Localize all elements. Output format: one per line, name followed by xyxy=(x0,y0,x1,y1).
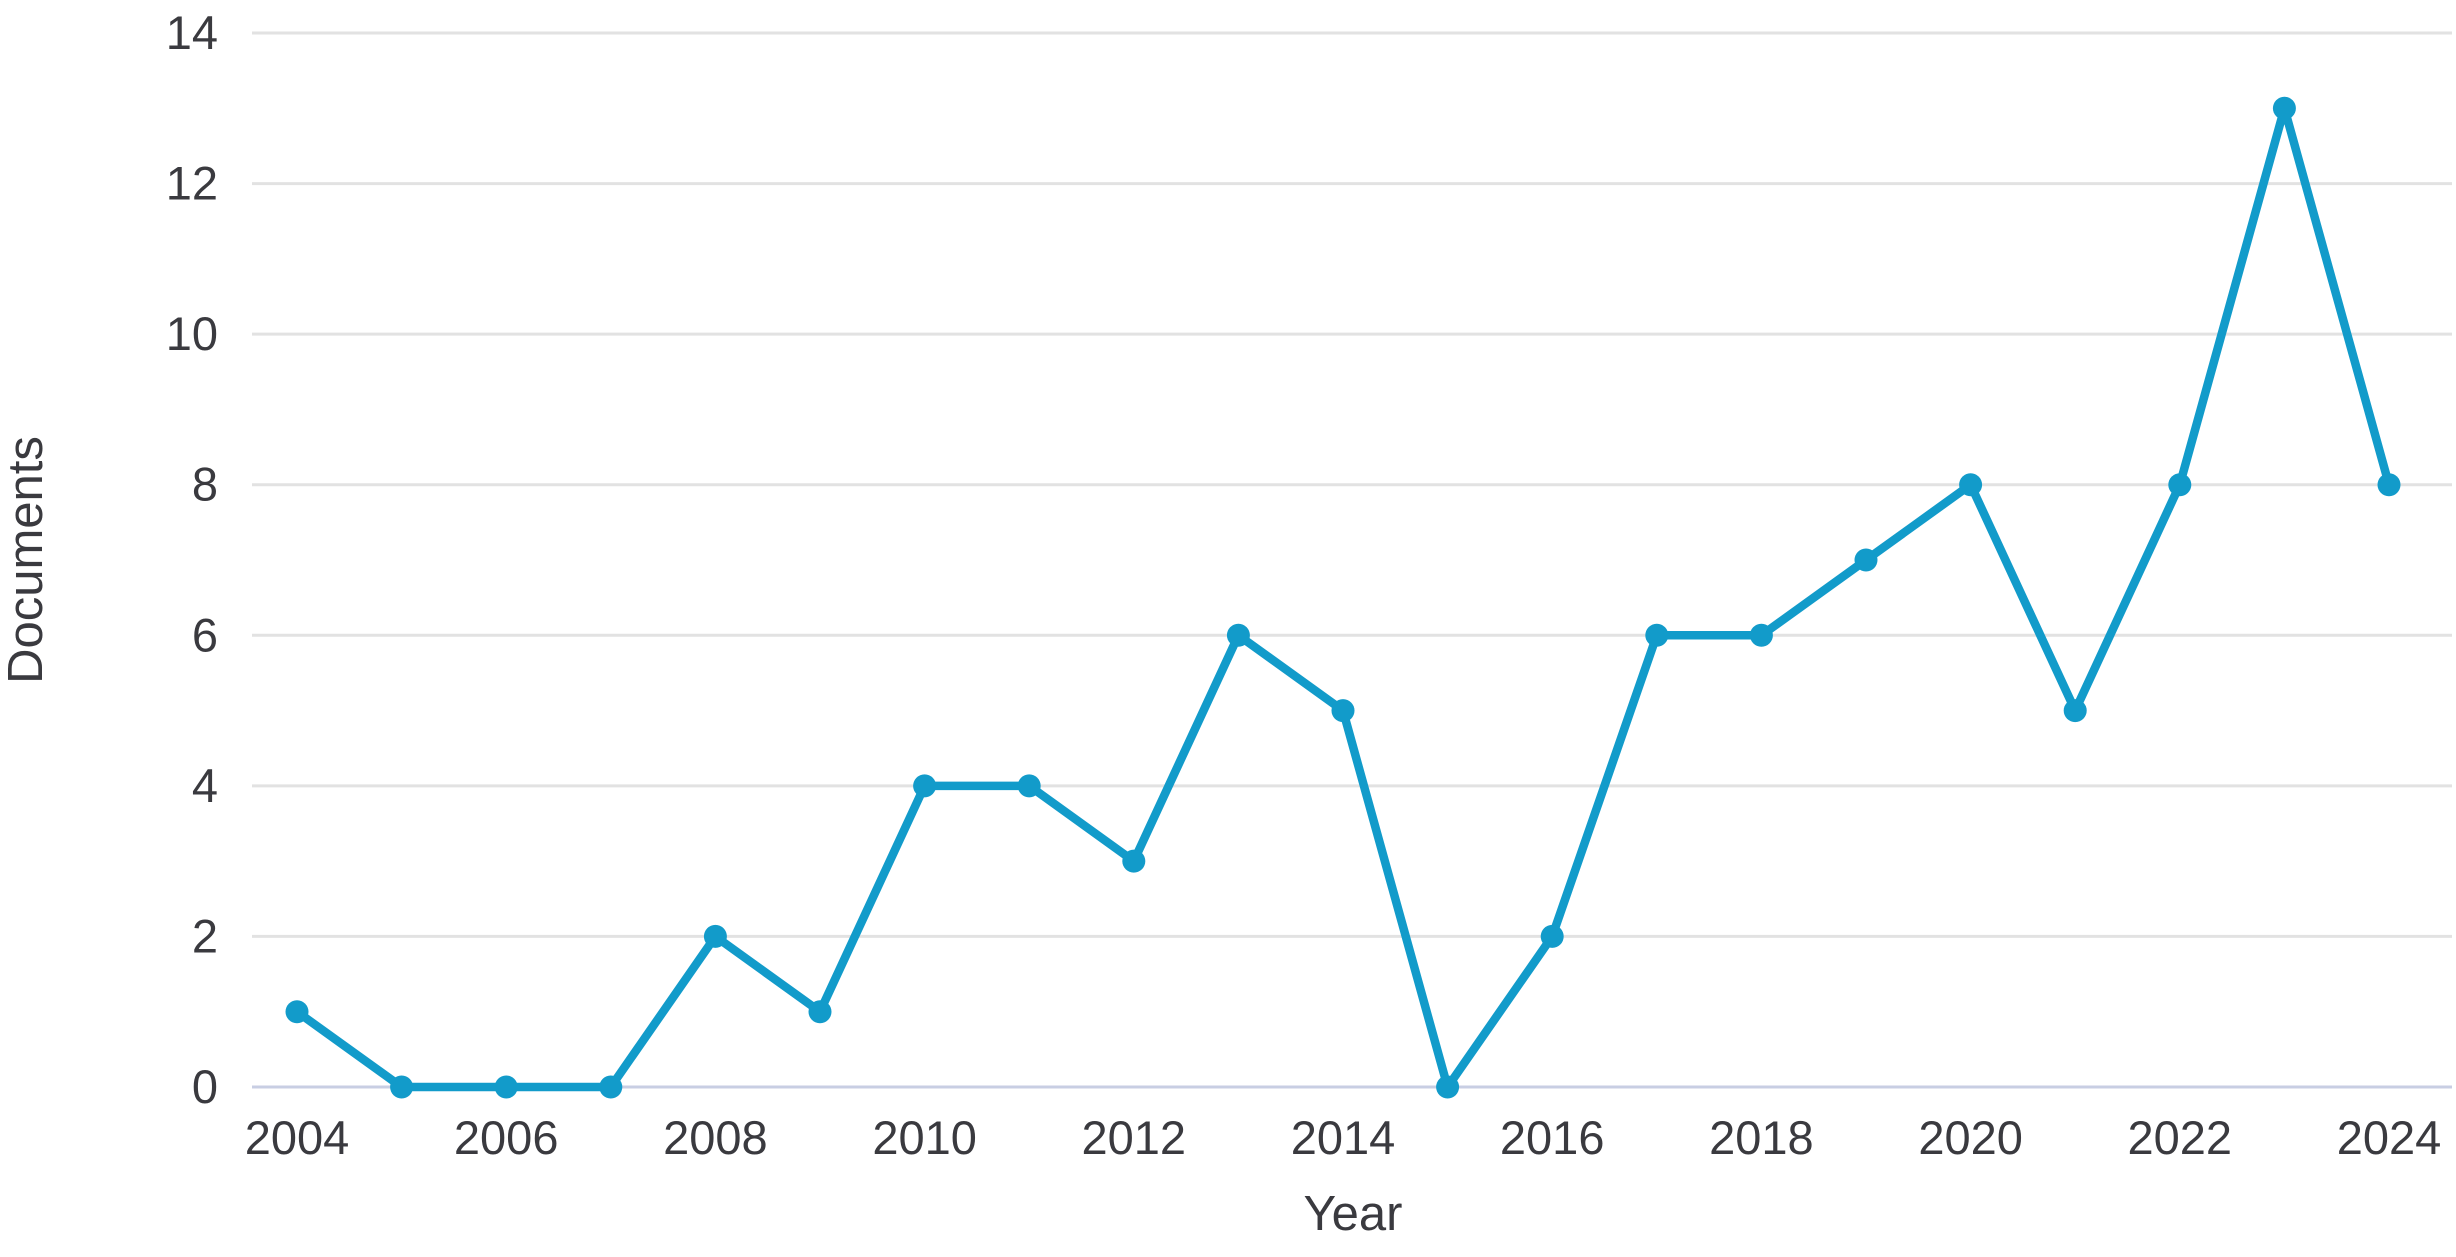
x-tick-label-2022: 2022 xyxy=(2128,1111,2233,1164)
gridlines xyxy=(252,31,2452,1089)
y-tick-label-6: 6 xyxy=(192,608,218,661)
data-point-2019[interactable] xyxy=(1854,548,1878,572)
data-point-2017[interactable] xyxy=(1645,623,1669,647)
data-point-2021[interactable] xyxy=(2063,699,2087,723)
x-tick-label-2016: 2016 xyxy=(1500,1111,1605,1164)
y-tick-label-12: 12 xyxy=(166,157,218,210)
x-tick-label-2020: 2020 xyxy=(1918,1111,2023,1164)
y-tick-label-8: 8 xyxy=(192,458,218,511)
data-point-2016[interactable] xyxy=(1540,924,1564,948)
data-point-markers xyxy=(285,96,2401,1099)
x-tick-label-2018: 2018 xyxy=(1709,1111,1814,1164)
data-point-2013[interactable] xyxy=(1226,623,1250,647)
data-point-2014[interactable] xyxy=(1331,699,1355,723)
x-tick-label-2024: 2024 xyxy=(2337,1111,2442,1164)
data-point-2006[interactable] xyxy=(494,1075,518,1099)
x-tick-label-2012: 2012 xyxy=(1082,1111,1187,1164)
data-point-2007[interactable] xyxy=(599,1075,623,1099)
x-tick-label-2008: 2008 xyxy=(663,1111,768,1164)
data-point-2011[interactable] xyxy=(1017,774,1041,798)
data-point-2015[interactable] xyxy=(1436,1075,1460,1099)
x-axis-title: Year xyxy=(1303,1187,1402,1241)
x-tick-label-2014: 2014 xyxy=(1291,1111,1396,1164)
data-point-2012[interactable] xyxy=(1122,849,1146,873)
y-tick-label-0: 0 xyxy=(192,1060,218,1113)
y-axis-tick-labels: 0 2 4 6 8 10 12 14 xyxy=(166,6,218,1113)
trend-line xyxy=(292,104,2394,1092)
y-tick-label-2: 2 xyxy=(192,909,218,962)
data-point-2008[interactable] xyxy=(703,924,727,948)
x-tick-label-2010: 2010 xyxy=(872,1111,977,1164)
x-tick-label-2004: 2004 xyxy=(245,1111,350,1164)
data-point-2004[interactable] xyxy=(285,1000,309,1024)
data-point-2018[interactable] xyxy=(1749,623,1773,647)
x-tick-label-2006: 2006 xyxy=(454,1111,559,1164)
data-point-2022[interactable] xyxy=(2168,473,2192,497)
data-point-2024[interactable] xyxy=(2377,473,2401,497)
data-point-2010[interactable] xyxy=(913,774,937,798)
y-tick-label-4: 4 xyxy=(192,759,218,812)
data-point-2020[interactable] xyxy=(1959,473,1983,497)
y-axis-title: Documents xyxy=(0,436,53,684)
y-tick-label-14: 14 xyxy=(166,6,218,59)
data-point-2005[interactable] xyxy=(390,1075,414,1099)
data-point-2023[interactable] xyxy=(2272,96,2296,120)
x-axis-tick-labels: 2004 2006 2008 2010 2012 2014 2016 2018 2020 2022… xyxy=(245,1111,2442,1164)
data-point-2009[interactable] xyxy=(808,1000,832,1024)
y-tick-label-10: 10 xyxy=(166,307,218,360)
